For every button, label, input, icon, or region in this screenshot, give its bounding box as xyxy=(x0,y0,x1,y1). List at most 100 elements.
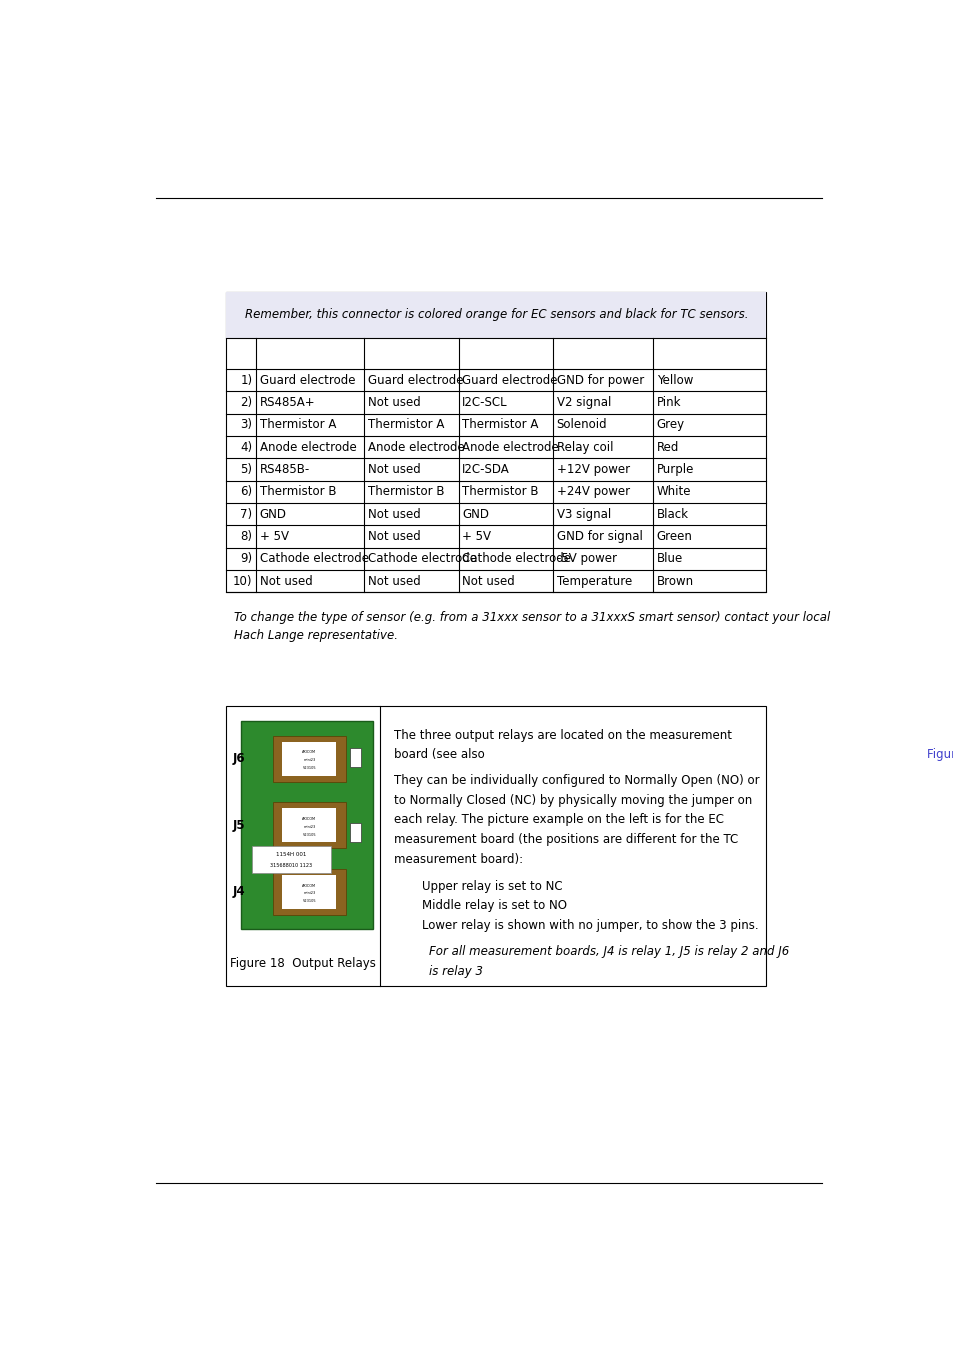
Text: Guard electrode: Guard electrode xyxy=(368,374,463,386)
Text: 3): 3) xyxy=(240,418,253,431)
Text: 8): 8) xyxy=(240,531,253,543)
Text: Not used: Not used xyxy=(368,531,420,543)
Text: + 5V: + 5V xyxy=(462,531,491,543)
Text: To change the type of sensor (e.g. from a 31xxx sensor to a 31xxxS smart sensor): To change the type of sensor (e.g. from … xyxy=(233,612,829,643)
Text: 1): 1) xyxy=(240,374,253,386)
Text: Lower relay is shown with no jumper, to show the 3 pins.: Lower relay is shown with no jumper, to … xyxy=(421,919,758,931)
Bar xyxy=(226,292,765,338)
Text: board (see also: board (see also xyxy=(394,748,488,761)
Text: 2): 2) xyxy=(240,396,253,409)
Text: J5: J5 xyxy=(233,818,245,832)
Text: Temperature: Temperature xyxy=(557,575,631,587)
Text: Thermistor A: Thermistor A xyxy=(368,418,444,431)
Text: AXICOM: AXICOM xyxy=(302,817,316,821)
Bar xyxy=(274,802,346,848)
Text: Guard electrode: Guard electrode xyxy=(259,374,355,386)
Text: Thermistor A: Thermistor A xyxy=(259,418,335,431)
Text: Upper relay is set to NC: Upper relay is set to NC xyxy=(421,880,561,892)
Text: +24V power: +24V power xyxy=(557,485,629,498)
Text: Thermistor B: Thermistor B xyxy=(462,485,538,498)
Text: Grey: Grey xyxy=(656,418,684,431)
Bar xyxy=(226,292,765,593)
Text: Not used: Not used xyxy=(368,575,420,587)
Text: Not used: Not used xyxy=(368,396,420,409)
Text: Guard electrode: Guard electrode xyxy=(462,374,558,386)
Bar xyxy=(226,706,765,987)
Text: 315688010 1123: 315688010 1123 xyxy=(270,863,312,868)
Text: Figure 14: Figure 14 xyxy=(925,748,953,761)
Text: each relay. The picture example on the left is for the EC: each relay. The picture example on the l… xyxy=(394,814,722,826)
Text: I2C-SDA: I2C-SDA xyxy=(462,463,510,477)
Text: J4: J4 xyxy=(233,886,245,898)
Text: -5V power: -5V power xyxy=(557,552,616,566)
Text: GND: GND xyxy=(462,508,489,521)
Text: I2C-SCL: I2C-SCL xyxy=(462,396,507,409)
Text: Not used: Not used xyxy=(259,575,313,587)
Bar xyxy=(274,736,346,782)
Text: Yellow: Yellow xyxy=(656,374,692,386)
Bar xyxy=(282,741,336,776)
Text: mini23: mini23 xyxy=(303,891,315,895)
Text: V2 signal: V2 signal xyxy=(557,396,611,409)
Text: Anode electrode: Anode electrode xyxy=(462,440,558,454)
Text: They can be individually configured to Normally Open (NO) or: They can be individually configured to N… xyxy=(394,774,759,787)
Text: Figure 18  Output Relays: Figure 18 Output Relays xyxy=(231,957,375,969)
Text: Thermistor B: Thermistor B xyxy=(259,485,336,498)
Text: Not used: Not used xyxy=(368,463,420,477)
Bar xyxy=(252,846,331,873)
Text: For all measurement boards, J4 is relay 1, J5 is relay 2 and J6: For all measurement boards, J4 is relay … xyxy=(429,945,788,957)
Text: 6): 6) xyxy=(240,485,253,498)
Text: +12V power: +12V power xyxy=(557,463,629,477)
Text: V23105: V23105 xyxy=(302,767,315,771)
Bar xyxy=(349,824,360,842)
Text: 9): 9) xyxy=(240,552,253,566)
Text: Cathode electrode: Cathode electrode xyxy=(462,552,571,566)
Text: Brown: Brown xyxy=(656,575,693,587)
Text: V23105: V23105 xyxy=(302,899,315,903)
Text: + 5V: + 5V xyxy=(259,531,289,543)
Text: V3 signal: V3 signal xyxy=(557,508,610,521)
Text: Cathode electrode: Cathode electrode xyxy=(259,552,369,566)
Text: AXICOM: AXICOM xyxy=(302,883,316,887)
Text: to Normally Closed (NC) by physically moving the jumper on: to Normally Closed (NC) by physically mo… xyxy=(394,794,751,807)
Text: 1154H 001: 1154H 001 xyxy=(275,852,306,857)
Text: is relay 3: is relay 3 xyxy=(429,964,482,977)
Text: Anode electrode: Anode electrode xyxy=(368,440,464,454)
Text: Blue: Blue xyxy=(656,552,682,566)
Text: Middle relay is set to NO: Middle relay is set to NO xyxy=(421,899,566,913)
Text: Thermistor A: Thermistor A xyxy=(462,418,538,431)
Text: Not used: Not used xyxy=(368,508,420,521)
Text: Green: Green xyxy=(656,531,692,543)
Text: Anode electrode: Anode electrode xyxy=(259,440,356,454)
Text: 10): 10) xyxy=(233,575,253,587)
Text: 7): 7) xyxy=(240,508,253,521)
Bar xyxy=(282,875,336,909)
Text: Solenoid: Solenoid xyxy=(557,418,607,431)
Text: V23105: V23105 xyxy=(302,833,315,837)
Text: Not used: Not used xyxy=(462,575,515,587)
Text: measurement board):: measurement board): xyxy=(394,853,522,865)
Text: measurement board (the positions are different for the TC: measurement board (the positions are dif… xyxy=(394,833,737,846)
Text: GND for signal: GND for signal xyxy=(557,531,642,543)
Text: Pink: Pink xyxy=(656,396,680,409)
Bar xyxy=(241,721,373,929)
Text: RS485B-: RS485B- xyxy=(259,463,310,477)
Text: J6: J6 xyxy=(233,752,245,765)
Text: GND for power: GND for power xyxy=(557,374,643,386)
Text: Red: Red xyxy=(656,440,679,454)
Bar xyxy=(282,809,336,842)
Text: mini23: mini23 xyxy=(303,759,315,763)
Text: RS485A+: RS485A+ xyxy=(259,396,315,409)
Bar xyxy=(349,748,360,767)
Bar xyxy=(274,869,346,914)
Text: Relay coil: Relay coil xyxy=(557,440,613,454)
Text: 4): 4) xyxy=(240,440,253,454)
Text: Black: Black xyxy=(656,508,688,521)
Text: Thermistor B: Thermistor B xyxy=(368,485,444,498)
Text: Cathode electrode: Cathode electrode xyxy=(368,552,476,566)
Text: White: White xyxy=(656,485,690,498)
Text: mini23: mini23 xyxy=(303,825,315,829)
Text: Remember, this connector is colored orange for EC sensors and black for TC senso: Remember, this connector is colored oran… xyxy=(244,308,747,321)
Text: The three output relays are located on the measurement: The three output relays are located on t… xyxy=(394,729,731,741)
Text: AXICOM: AXICOM xyxy=(302,751,316,755)
